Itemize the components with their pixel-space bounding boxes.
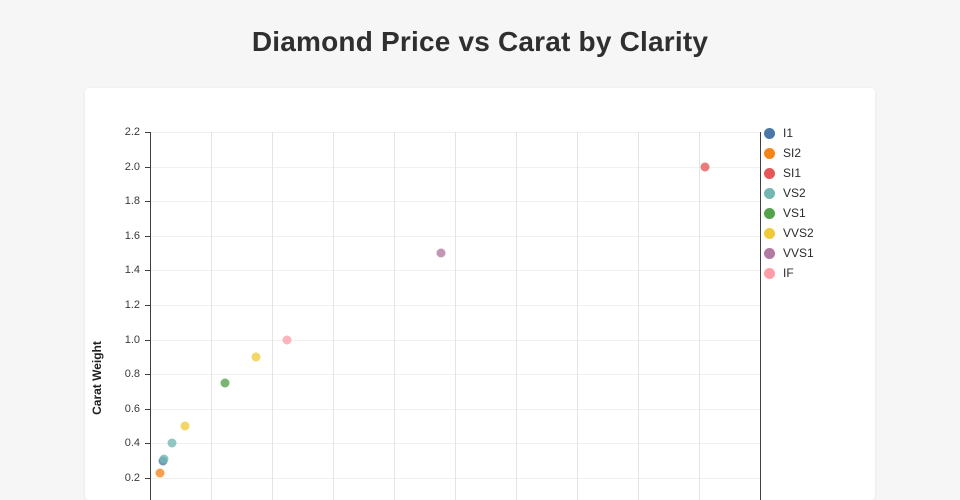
y-tick-label: 2.2 — [124, 126, 140, 138]
legend-item-vvs1: VVS1 — [764, 243, 814, 263]
y-tick — [145, 132, 150, 133]
legend-item-if: IF — [764, 263, 814, 283]
v-gridline — [516, 132, 517, 500]
legend-swatch-icon — [764, 227, 775, 239]
legend-swatch-icon — [764, 207, 775, 219]
y-axis-title: Carat Weight — [90, 341, 104, 415]
y-tick — [145, 305, 150, 306]
y-tick-label: 0.8 — [124, 368, 140, 381]
y-tick-label: 0.2 — [124, 472, 140, 484]
chart-title: Diamond Price vs Carat by Clarity — [251, 26, 709, 57]
v-gridline — [455, 132, 456, 500]
legend-swatch-icon — [764, 127, 775, 139]
scatter-point-vs2 — [167, 438, 177, 448]
legend-item-vvs2: VVS2 — [764, 223, 814, 243]
legend-swatch-icon — [764, 267, 775, 279]
legend-item-i1: I1 — [764, 123, 814, 143]
legend-item-si1: SI1 — [764, 163, 814, 183]
legend: I1 SI2 SI1 VS2 VS1 VVS2 VVS1 IF — [764, 123, 814, 283]
scatter-point-vs2 — [159, 454, 169, 464]
y-tick — [145, 235, 150, 237]
y-tick — [145, 166, 150, 168]
y-tick — [145, 374, 150, 376]
scatter-point-vs1 — [220, 378, 230, 388]
scatter-point-si2 — [155, 468, 165, 478]
legend-label: I1 — [783, 126, 794, 140]
legend-label: VVS1 — [783, 246, 814, 260]
v-gridline — [394, 132, 395, 500]
y-tick-label: 2.0 — [124, 160, 140, 173]
legend-swatch-icon — [764, 247, 775, 259]
v-gridline — [577, 132, 578, 500]
plot-right-border — [760, 132, 761, 500]
legend-swatch-icon — [764, 147, 775, 159]
y-tick-label: 0.4 — [124, 437, 140, 450]
legend-swatch-icon — [764, 167, 775, 179]
scatter-point-si1 — [700, 162, 710, 172]
y-tick-label: 1.4 — [124, 264, 140, 277]
y-tick — [145, 270, 150, 272]
legend-item-si2: SI2 — [764, 143, 814, 163]
y-tick-label: 1.6 — [124, 229, 140, 242]
legend-label: VS1 — [783, 206, 806, 220]
y-tick — [145, 478, 150, 479]
chart-card — [85, 88, 875, 500]
v-gridline — [333, 132, 334, 500]
y-tick-label: 0.6 — [124, 402, 140, 415]
legend-label: SI2 — [783, 146, 802, 160]
legend-label: VS2 — [783, 186, 806, 200]
legend-item-vs2: VS2 — [764, 183, 814, 203]
scatter-point-vvs2 — [251, 352, 261, 362]
v-gridline — [638, 132, 639, 500]
legend-swatch-icon — [764, 187, 775, 199]
y-tick — [145, 408, 150, 410]
y-tick — [145, 339, 150, 341]
legend-item-vs1: VS1 — [764, 203, 814, 223]
v-gridline — [699, 132, 700, 500]
y-tick-label: 1.0 — [124, 333, 140, 346]
scatter-point-vvs1 — [436, 248, 446, 258]
legend-label: SI1 — [783, 166, 802, 180]
y-tick — [145, 201, 150, 203]
v-gridline — [211, 132, 212, 500]
y-tick-label: 1.8 — [124, 195, 140, 208]
y-axis-line — [150, 132, 151, 500]
legend-label: IF — [783, 266, 794, 280]
v-gridline — [272, 132, 273, 500]
y-tick-label: 1.2 — [124, 299, 140, 311]
scatter-point-if — [282, 335, 292, 345]
y-tick — [145, 443, 150, 445]
legend-label: VVS2 — [783, 226, 814, 240]
scatter-point-vvs2 — [180, 421, 190, 431]
